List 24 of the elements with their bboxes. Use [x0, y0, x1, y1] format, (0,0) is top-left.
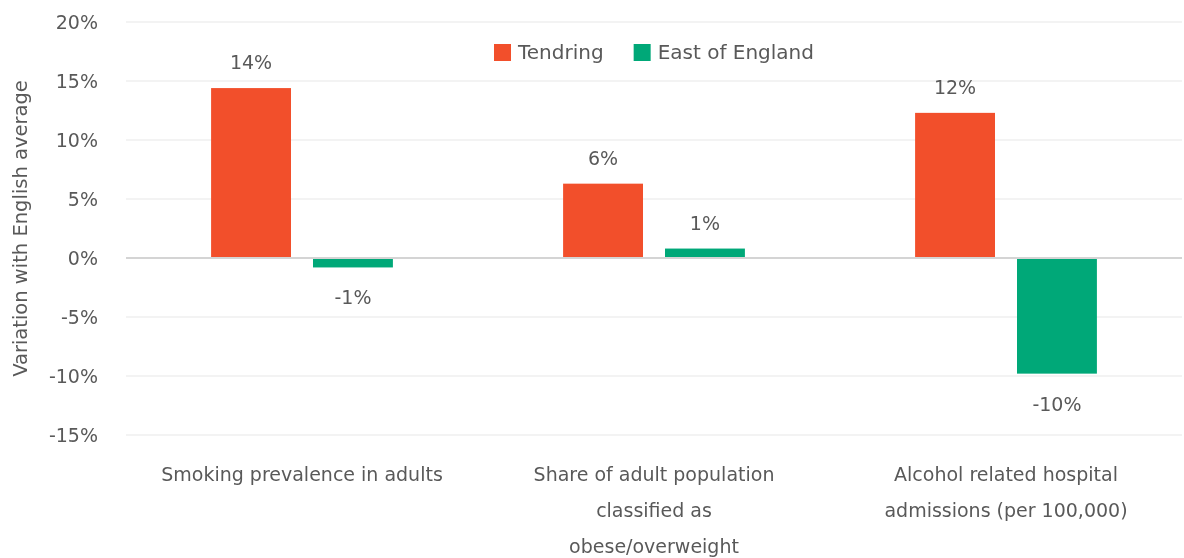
data-label: 1%: [689, 211, 721, 234]
bar: [563, 183, 643, 258]
legend-label: Tendring: [517, 40, 604, 64]
y-axis-title: Variation with English average: [9, 80, 32, 377]
bar: [211, 88, 291, 258]
data-label: 14%: [229, 51, 273, 74]
data-label: 12%: [933, 75, 977, 98]
y-tick-label: 0%: [67, 246, 98, 269]
y-tick-label: -10%: [48, 364, 98, 387]
legend-label: East of England: [657, 40, 814, 64]
y-tick-label: 10%: [55, 128, 98, 151]
y-tick-label: 20%: [55, 10, 98, 33]
data-label: -10%: [1032, 392, 1082, 415]
data-label: -1%: [334, 286, 372, 309]
y-tick-label: 15%: [55, 69, 98, 92]
data-label: 6%: [587, 146, 619, 169]
x-tick-label: Smoking prevalence in adults: [161, 463, 443, 485]
y-tick-label: 5%: [67, 187, 98, 210]
bar: [1017, 258, 1097, 374]
x-tick-label: Share of adult population classified as obese/overweight: [533, 463, 775, 558]
x-tick-label: Alcohol related hospital admissions (per 100,000): [884, 463, 1128, 522]
y-tick-label: -5%: [61, 305, 98, 328]
bar: [915, 112, 995, 258]
y-tick-label: -15%: [48, 423, 98, 446]
